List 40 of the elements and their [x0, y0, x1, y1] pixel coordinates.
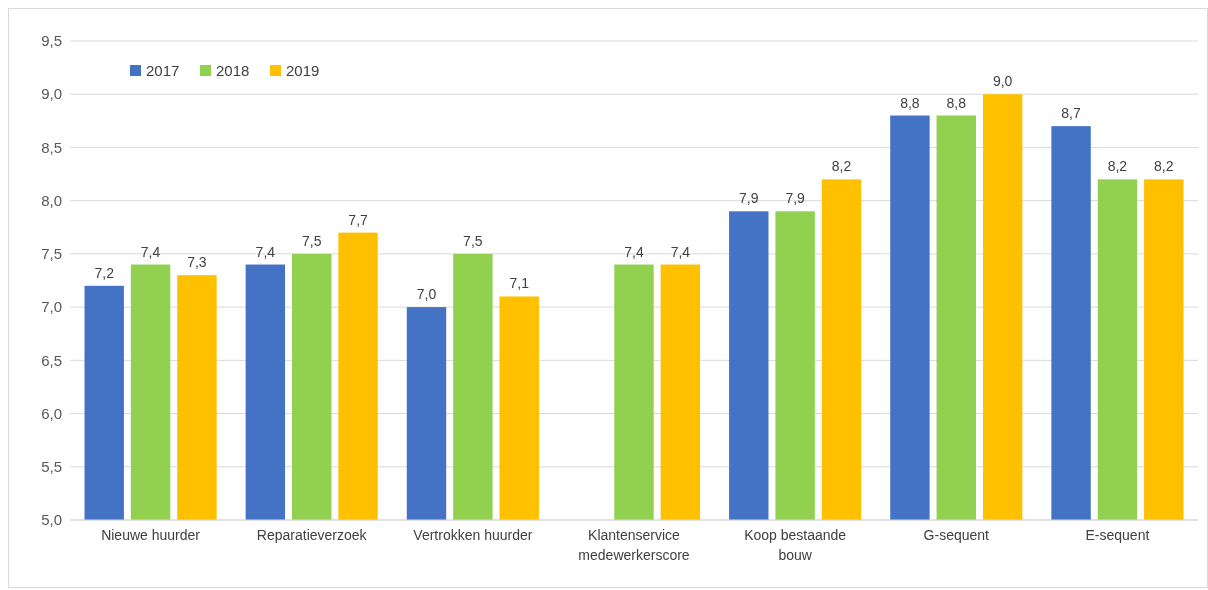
y-tick-label: 6,5 [41, 351, 62, 369]
data-label: 8,2 [831, 158, 852, 175]
data-label: 8,8 [946, 94, 967, 111]
x-tick-label: Koop bestaande bouw [744, 527, 847, 563]
y-tick-label: 8,0 [41, 191, 62, 209]
data-label: 7,4 [670, 243, 691, 260]
data-label: 7,3 [187, 254, 207, 271]
legend-label: 2019 [286, 62, 320, 80]
data-label: 8,8 [900, 94, 920, 111]
y-tick-label: 9,5 [41, 32, 62, 50]
data-label: 7,1 [509, 275, 530, 292]
y-tick-label: 6,0 [41, 404, 62, 422]
y-tick-label: 5,5 [41, 458, 62, 476]
data-label: 7,2 [94, 264, 115, 281]
y-tick-label: 8,5 [41, 138, 62, 156]
data-label: 7,4 [255, 243, 276, 260]
data-label: 8,2 [1154, 158, 1174, 175]
data-label: 7,9 [785, 190, 806, 207]
data-label: 7,4 [624, 243, 644, 260]
data-label: 7,0 [416, 286, 437, 303]
x-tick-label: Vertrokken huurder [413, 527, 533, 543]
data-label: 7,5 [301, 232, 322, 249]
legend-label: 2018 [216, 62, 250, 80]
data-label: 9,0 [992, 73, 1013, 90]
data-label: 8,2 [1107, 158, 1128, 175]
y-tick-label: 5,0 [41, 511, 62, 529]
y-tick-label: 9,0 [41, 85, 62, 103]
x-tick-label: Klantenservice medewerkerscore [578, 527, 690, 563]
x-tick-label: G-sequent [923, 527, 990, 543]
data-label: 7,9 [739, 190, 759, 207]
data-label: 8,7 [1061, 105, 1082, 122]
y-tick-label: 7,0 [41, 298, 62, 316]
legend-label: 2017 [146, 62, 180, 80]
data-label: 7,5 [463, 232, 483, 249]
x-tick-label: Nieuwe huurder [101, 527, 201, 543]
x-tick-label: Reparatieverzoek [256, 527, 368, 543]
data-label: 7,7 [348, 211, 369, 228]
x-tick-label: E-sequent [1085, 527, 1150, 543]
y-tick-label: 7,5 [41, 245, 62, 263]
data-label: 7,4 [140, 243, 161, 260]
